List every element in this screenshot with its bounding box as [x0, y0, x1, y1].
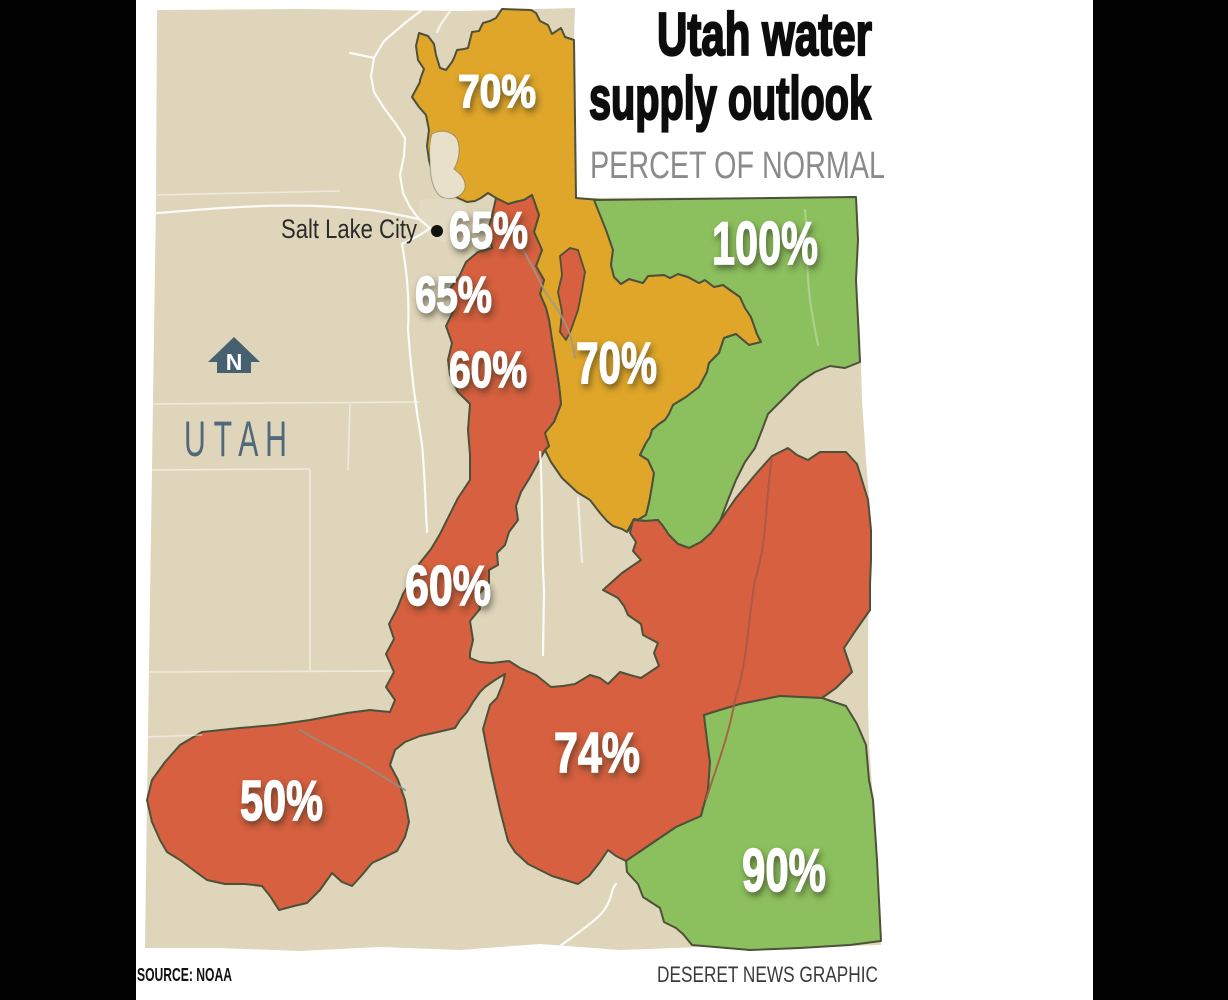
svg-text:PERCET OF NORMAL: PERCET OF NORMAL — [590, 145, 885, 187]
svg-text:60%: 60% — [449, 341, 527, 398]
svg-text:70%: 70% — [576, 331, 657, 396]
svg-text:supply outlook: supply outlook — [589, 65, 871, 132]
svg-text:90%: 90% — [742, 837, 826, 904]
svg-text:65%: 65% — [415, 266, 492, 323]
svg-text:65%: 65% — [449, 202, 528, 260]
svg-text:Utah water: Utah water — [657, 1, 872, 68]
svg-text:DESERET NEWS GRAPHIC: DESERET NEWS GRAPHIC — [657, 962, 878, 987]
svg-text:50%: 50% — [240, 769, 323, 833]
svg-text:N: N — [226, 349, 243, 375]
svg-text:60%: 60% — [405, 554, 491, 618]
svg-text:Salt Lake City: Salt Lake City — [281, 214, 417, 244]
svg-text:100%: 100% — [712, 210, 818, 277]
svg-text:70%: 70% — [458, 65, 536, 117]
svg-text:U T A H: U T A H — [184, 411, 287, 467]
svg-text:74%: 74% — [554, 721, 640, 785]
svg-text:SOURCE: NOAA: SOURCE: NOAA — [137, 965, 232, 985]
